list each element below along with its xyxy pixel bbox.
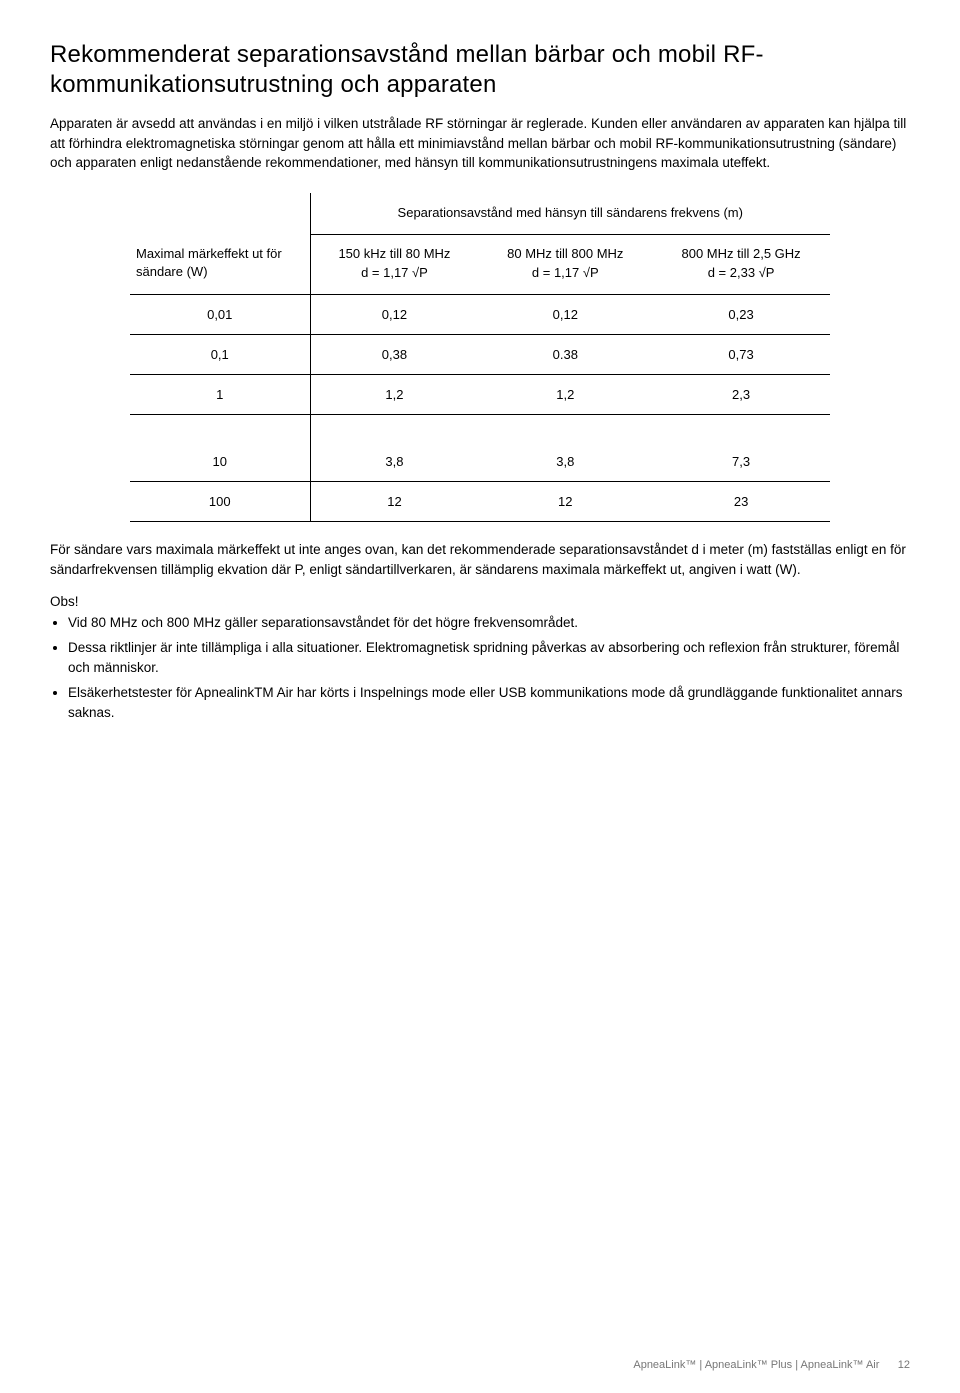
table-row: 10 3,8 3,8 7,3 [130, 442, 830, 482]
cell-value: 7,3 [652, 442, 830, 482]
cell-value: 3,8 [310, 442, 478, 482]
list-item: Dessa riktlinjer är inte tillämpliga i a… [68, 638, 910, 677]
cell-value: 12 [310, 482, 478, 522]
row-header: Maximal märkeffekt ut för sändare (W) [130, 193, 310, 295]
span-header: Separationsavstånd med hänsyn till sända… [310, 193, 830, 235]
cell-value: 0,12 [310, 295, 478, 335]
cell-power: 10 [130, 442, 310, 482]
col-header-2: 800 MHz till 2,5 GHz d = 2,33 √P [652, 234, 830, 295]
col-formula: d = 1,17 √P [315, 264, 475, 283]
notes-list: Vid 80 MHz och 800 MHz gäller separation… [50, 613, 910, 723]
col-label: 80 MHz till 800 MHz [482, 245, 648, 264]
col-header-1: 80 MHz till 800 MHz d = 1,17 √P [478, 234, 652, 295]
page-footer: ApneaLink™ | ApneaLink™ Plus | ApneaLink… [633, 1359, 910, 1371]
cell-value: 23 [652, 482, 830, 522]
page-title: Rekommenderat separationsavstånd mellan … [50, 40, 910, 100]
cell-value: 2,3 [652, 375, 830, 415]
separation-table: Maximal märkeffekt ut för sändare (W) Se… [130, 193, 830, 523]
list-item: Vid 80 MHz och 800 MHz gäller separation… [68, 613, 910, 633]
table-row: 0,1 0,38 0.38 0,73 [130, 335, 830, 375]
footer-page-number: 12 [898, 1359, 910, 1371]
cell-value: 3,8 [478, 442, 652, 482]
cell-value: 1,2 [310, 375, 478, 415]
table-gap [130, 415, 830, 443]
col-label: 800 MHz till 2,5 GHz [656, 245, 826, 264]
cell-value: 0,38 [310, 335, 478, 375]
table-row: 0,01 0,12 0,12 0,23 [130, 295, 830, 335]
cell-power: 1 [130, 375, 310, 415]
col-formula: d = 1,17 √P [482, 264, 648, 283]
below-table-paragraph: För sändare vars maximala märkeffekt ut … [50, 540, 910, 579]
intro-paragraph: Apparaten är avsedd att användas i en mi… [50, 114, 910, 173]
cell-value: 0.38 [478, 335, 652, 375]
notes-heading: Obs! [50, 594, 910, 609]
cell-value: 0,73 [652, 335, 830, 375]
cell-value: 12 [478, 482, 652, 522]
col-formula: d = 2,33 √P [656, 264, 826, 283]
cell-value: 1,2 [478, 375, 652, 415]
cell-power: 100 [130, 482, 310, 522]
col-label: 150 kHz till 80 MHz [315, 245, 475, 264]
col-header-0: 150 kHz till 80 MHz d = 1,17 √P [310, 234, 478, 295]
cell-value: 0,23 [652, 295, 830, 335]
cell-power: 0,01 [130, 295, 310, 335]
list-item: Elsäkerhetstester för ApnealinkTM Air ha… [68, 683, 910, 722]
table-row: 1 1,2 1,2 2,3 [130, 375, 830, 415]
table-row: 100 12 12 23 [130, 482, 830, 522]
cell-power: 0,1 [130, 335, 310, 375]
cell-value: 0,12 [478, 295, 652, 335]
separation-table-container: Maximal märkeffekt ut för sändare (W) Se… [130, 193, 830, 523]
footer-product: ApneaLink™ | ApneaLink™ Plus | ApneaLink… [633, 1359, 879, 1371]
